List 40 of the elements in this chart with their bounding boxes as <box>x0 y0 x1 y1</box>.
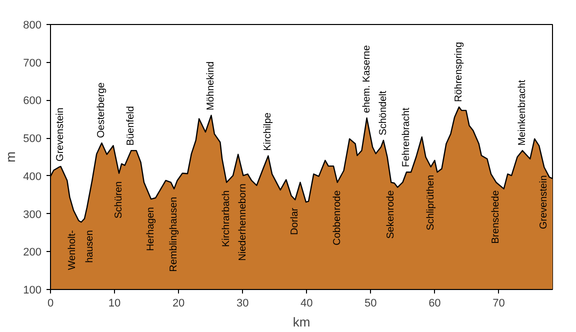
x-tick-label: 40 <box>300 298 313 310</box>
x-axis-title: km <box>292 314 310 330</box>
annotation: Meinkenbracht <box>516 80 528 146</box>
x-tick-label: 10 <box>108 298 121 310</box>
y-tick-label: 500 <box>23 133 42 146</box>
y-tick-label: 700 <box>23 57 42 70</box>
annotation: Dorlar <box>290 207 301 236</box>
x-tick-label: 0 <box>47 298 54 310</box>
annotation: Oesterberge <box>96 82 108 138</box>
annotation: Möhnekind <box>206 61 217 110</box>
annotation: Schöndelt <box>378 90 389 136</box>
y-tick-label: 800 <box>23 20 42 32</box>
annotation: Herhagen <box>146 207 157 251</box>
annotation: ehem. Kaserne <box>361 44 372 114</box>
annotation: Fehrenbracht <box>401 107 412 168</box>
x-tick-label: 30 <box>236 298 249 310</box>
y-tick-label: 400 <box>23 170 42 183</box>
y-tick-label: 200 <box>23 246 42 259</box>
x-tick-label: 50 <box>364 298 377 310</box>
y-tick-label: 100 <box>23 284 42 296</box>
annotation: Grevenstein <box>55 108 66 162</box>
y-tick-label: 300 <box>23 208 42 221</box>
y-axis-title: m <box>3 152 18 162</box>
annotation: Wenholt- hausen <box>66 230 96 270</box>
annotation: Schüren <box>114 181 125 219</box>
annotation: Grevenstein <box>538 175 550 230</box>
annotation: Kirchrarbach <box>221 190 232 248</box>
annotation: Schliprüthen <box>425 174 436 230</box>
x-tick-label: 20 <box>172 298 185 310</box>
annotation: Remblinghausen <box>168 196 180 272</box>
annotation: Kirchilpe <box>262 112 274 151</box>
y-tick-label: 600 <box>23 95 42 108</box>
annotation: Niederhenneborn <box>238 184 249 261</box>
annotation: Sekenrode <box>386 190 397 239</box>
x-tick-label: 60 <box>428 298 441 310</box>
x-tick-label: 70 <box>492 298 505 310</box>
annotation: Cobbenrode <box>332 190 343 246</box>
annotation: Büenfeld <box>126 106 137 146</box>
annotation: Brenschede <box>490 190 502 244</box>
annotation: Röhrenspring <box>454 42 465 102</box>
